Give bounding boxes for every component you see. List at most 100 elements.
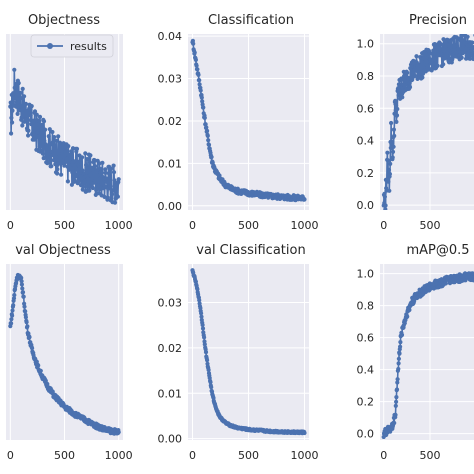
data-point xyxy=(43,127,48,132)
data-point xyxy=(47,127,52,132)
x-tick-label: 500 xyxy=(420,219,441,232)
data-point xyxy=(385,158,391,163)
data-point xyxy=(28,108,33,113)
data-point xyxy=(27,335,32,340)
data-point xyxy=(18,90,23,95)
data-point xyxy=(10,120,15,125)
chart-panel-1: 0 500 1000 Objectness results xyxy=(6,13,133,232)
data-point xyxy=(440,42,445,47)
data-point xyxy=(394,103,399,108)
data-point xyxy=(47,159,52,164)
data-point xyxy=(22,94,27,99)
series-results xyxy=(190,38,307,203)
data-point xyxy=(11,296,17,301)
data-point xyxy=(200,326,206,331)
data-point xyxy=(394,399,399,404)
x-tick-label: 500 xyxy=(238,449,259,462)
y-tick-label: 0.04 xyxy=(158,30,183,43)
data-point xyxy=(46,134,51,139)
data-point xyxy=(400,95,405,100)
y-tick-label: 0.0 xyxy=(357,199,375,212)
chart-panel-3: 0 500 0.0 0.2 0.4 0.6 0.8 1.0 Precision xyxy=(357,13,474,232)
data-point xyxy=(74,167,79,172)
data-point xyxy=(201,105,206,110)
data-point xyxy=(197,298,202,303)
data-point xyxy=(19,282,24,287)
series-results xyxy=(8,67,121,205)
data-point xyxy=(390,155,395,160)
chart-title: Classification xyxy=(208,13,294,28)
x-tick-label: 500 xyxy=(54,219,75,232)
data-point xyxy=(387,171,392,177)
data-point xyxy=(70,170,75,175)
data-point xyxy=(111,188,116,193)
data-point xyxy=(386,167,392,173)
data-point xyxy=(420,75,425,80)
data-point xyxy=(45,381,50,387)
data-point xyxy=(109,166,114,171)
data-point xyxy=(74,146,80,151)
data-point xyxy=(106,171,111,176)
x-tick-label: 1000 xyxy=(291,449,319,462)
data-point xyxy=(383,203,388,208)
data-point xyxy=(407,85,413,90)
data-point xyxy=(394,119,399,124)
data-point xyxy=(102,194,107,199)
data-point xyxy=(90,185,95,191)
data-point xyxy=(34,112,39,117)
data-point xyxy=(41,119,47,124)
y-tick-label: 1.0 xyxy=(357,38,375,51)
data-point xyxy=(44,143,50,148)
data-point xyxy=(111,163,116,168)
data-point xyxy=(9,115,14,120)
data-point xyxy=(16,81,21,86)
data-point xyxy=(443,281,448,286)
data-point xyxy=(205,128,210,133)
data-point xyxy=(391,127,396,132)
data-point xyxy=(20,290,26,295)
data-point xyxy=(394,387,400,392)
x-tick-label: 500 xyxy=(420,449,441,462)
data-point xyxy=(29,346,35,351)
data-point xyxy=(19,279,24,284)
data-point xyxy=(31,131,36,136)
data-point xyxy=(208,380,213,385)
data-point xyxy=(11,303,16,308)
data-point xyxy=(42,138,47,143)
data-point xyxy=(205,358,210,363)
data-point xyxy=(59,172,64,177)
x-tick-label: 1000 xyxy=(105,219,133,232)
data-point xyxy=(469,40,474,45)
data-point xyxy=(36,134,41,140)
data-point xyxy=(53,158,58,163)
x-tick-label: 500 xyxy=(238,219,259,232)
data-point xyxy=(444,41,449,46)
data-point xyxy=(204,125,209,130)
data-point xyxy=(87,188,92,193)
data-point xyxy=(393,98,398,103)
data-point xyxy=(8,104,13,109)
data-point xyxy=(32,109,38,114)
data-point xyxy=(441,62,446,67)
y-tick-label: 0.02 xyxy=(158,342,183,355)
data-point xyxy=(390,149,396,154)
data-point xyxy=(10,313,15,318)
data-point xyxy=(22,304,27,309)
data-point xyxy=(40,151,46,156)
data-point xyxy=(199,95,204,100)
data-point xyxy=(414,54,419,59)
data-point xyxy=(302,197,307,202)
data-point xyxy=(10,308,15,313)
data-point xyxy=(55,171,60,176)
data-point xyxy=(468,56,473,61)
data-point xyxy=(111,170,117,175)
data-point xyxy=(51,152,56,157)
data-point xyxy=(93,164,98,169)
data-point xyxy=(39,130,44,135)
data-point xyxy=(72,159,77,164)
y-tick-label: 0.4 xyxy=(357,135,375,148)
y-tick-label: 0.2 xyxy=(357,167,375,180)
data-point xyxy=(12,67,17,72)
series-results xyxy=(381,34,474,210)
data-point xyxy=(66,160,71,165)
